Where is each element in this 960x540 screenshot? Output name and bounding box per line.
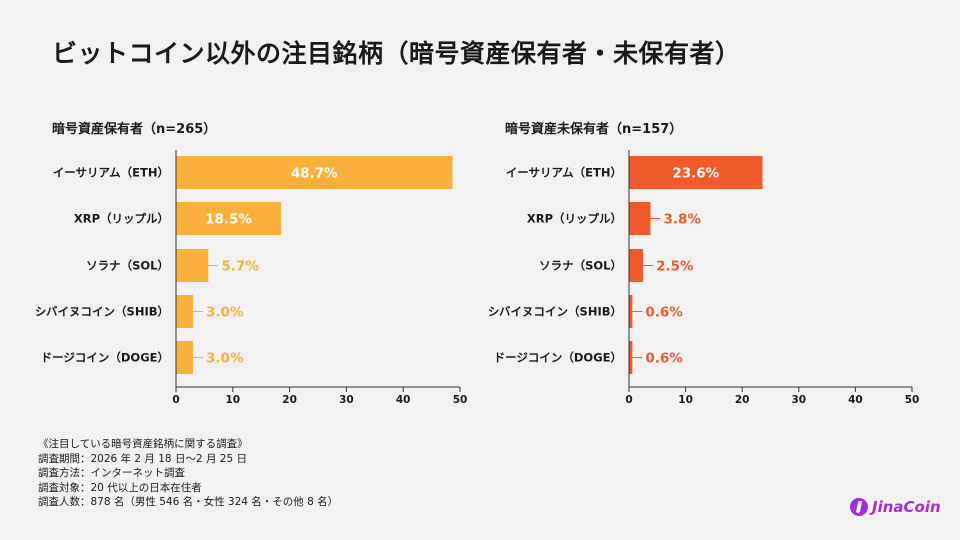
- bar: [176, 249, 209, 282]
- category-label: ソラナ（SOL）: [539, 259, 622, 273]
- data-label: 0.6%: [645, 305, 683, 321]
- logo-text: JinaCoin: [872, 498, 941, 516]
- x-tick-label: 20: [282, 394, 297, 406]
- category-label: ドージコイン（DOGE）: [41, 351, 169, 365]
- bar: [176, 295, 194, 328]
- data-label: 3.8%: [664, 212, 702, 228]
- data-label: 3.0%: [206, 305, 244, 321]
- bar: [176, 341, 194, 374]
- survey-notes: 《注目している暗号資産銘柄に関する調査》 調査期間：2026 年 2 月 18 …: [38, 437, 338, 510]
- data-label: 48.7%: [291, 166, 338, 182]
- x-tick-label: 10: [678, 394, 693, 406]
- chart-title-holders: 暗号資産保有者（n=265）: [52, 122, 217, 137]
- data-label: 5.7%: [221, 259, 259, 275]
- bar: [629, 249, 644, 282]
- category-label: イーサリアム（ETH）: [53, 166, 169, 180]
- chart-title-non-holders: 暗号資産未保有者（n=157）: [505, 122, 683, 137]
- category-label: XRP（リップル）: [74, 212, 169, 226]
- data-label: 0.6%: [645, 351, 683, 367]
- x-tick-label: 10: [225, 394, 240, 406]
- data-label: 18.5%: [205, 212, 252, 228]
- category-label: ソラナ（SOL）: [86, 259, 169, 273]
- x-tick-label: 20: [735, 394, 750, 406]
- category-label: シバイヌコイン（SHIB）: [488, 305, 622, 319]
- category-label: イーサリアム（ETH）: [506, 166, 622, 180]
- bar: [629, 156, 763, 189]
- category-label: XRP（リップル）: [527, 212, 622, 226]
- x-tick-label: 0: [172, 394, 179, 406]
- note-line: 《注目している暗号資産銘柄に関する調査》: [38, 438, 248, 450]
- x-tick-label: 50: [905, 394, 920, 406]
- note-line: 調査人数：878 名（男性 546 名・女性 324 名・その他 8 名）: [38, 496, 339, 508]
- x-tick-label: 30: [791, 394, 806, 406]
- x-tick-label: 0: [625, 394, 632, 406]
- x-tick-label: 40: [396, 394, 411, 406]
- bar: [629, 341, 633, 374]
- page-title: ビットコイン以外の注目銘柄（暗号資産保有者・未保有者）: [52, 39, 741, 68]
- note-line: 調査期間：2026 年 2 月 18 日〜2 月 25 日: [38, 452, 248, 465]
- x-tick-label: 40: [848, 394, 863, 406]
- x-tick-label: 50: [453, 394, 468, 406]
- data-label: 2.5%: [656, 259, 694, 275]
- bar: [176, 202, 282, 235]
- bar: [629, 202, 651, 235]
- data-label: 23.6%: [672, 166, 719, 182]
- bar: [176, 156, 453, 189]
- data-label: 3.0%: [206, 351, 244, 367]
- category-label: シバイヌコイン（SHIB）: [35, 305, 169, 319]
- jinacoin-logo: JinaCoin: [850, 498, 941, 516]
- note-line: 調査方法：インターネット調査: [38, 467, 185, 479]
- category-label: ドージコイン（DOGE）: [494, 351, 622, 365]
- note-line: 調査対象：20 代以上の日本在住者: [38, 481, 202, 494]
- x-tick-label: 30: [339, 394, 354, 406]
- logo-icon: [850, 498, 868, 516]
- bar: [629, 295, 633, 328]
